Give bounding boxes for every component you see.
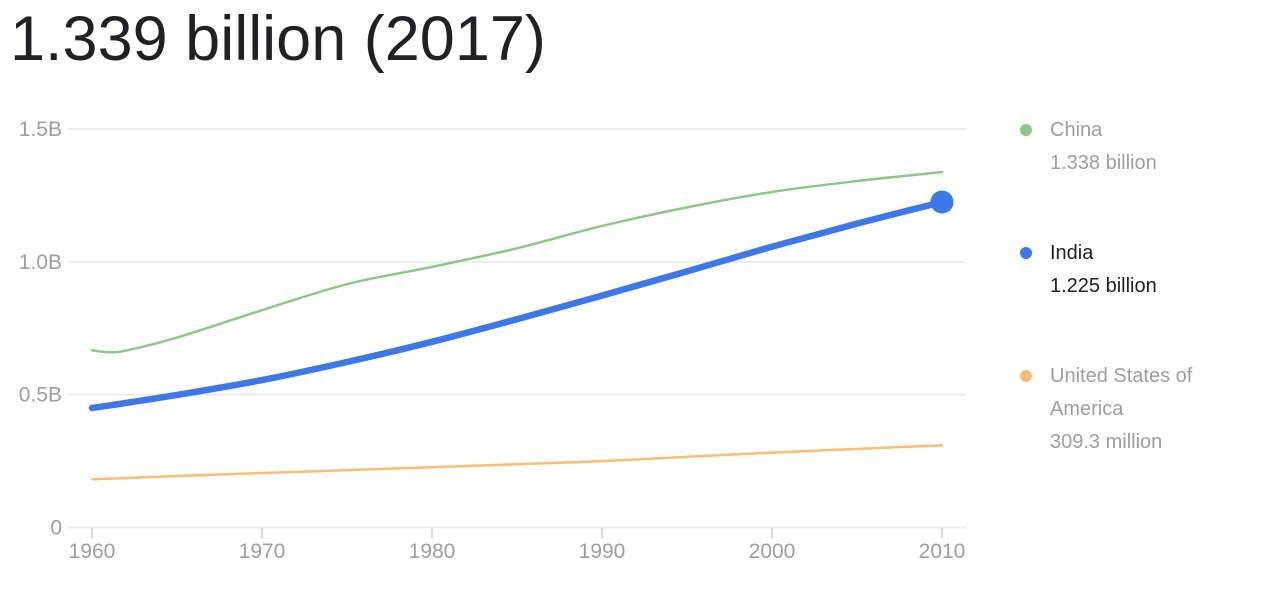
- legend-label-india: India: [1050, 242, 1094, 264]
- x-axis-label-1990: 1990: [579, 540, 626, 563]
- y-axis-label-0: 0: [50, 517, 62, 540]
- y-axis-label-1.0B: 1.0B: [19, 251, 62, 274]
- series-line-united-states-of-america[interactable]: [90, 444, 944, 481]
- legend-item-china[interactable]: China 1.338 billion: [1020, 114, 1255, 180]
- chart-title: 1.339 billion (2017): [10, 4, 546, 74]
- chart-legend: China 1.338 billion India 1.225 billion …: [1020, 114, 1255, 516]
- series-line-india[interactable]: [88, 198, 946, 412]
- legend-label-china: China: [1050, 119, 1103, 141]
- y-axis-label-1.5B: 1.5B: [19, 118, 62, 141]
- legend-label-united-states: United States of America: [1050, 365, 1193, 420]
- x-axis-label-1960: 1960: [69, 540, 116, 563]
- x-axis-label-2000: 2000: [749, 540, 796, 563]
- legend-item-india[interactable]: India 1.225 billion: [1020, 237, 1255, 303]
- y-axis-label-0.5B: 0.5B: [19, 384, 62, 407]
- legend-dot-united-states-icon: [1020, 370, 1032, 382]
- legend-dot-china-icon: [1020, 124, 1032, 136]
- x-axis-label-1980: 1980: [409, 540, 456, 563]
- series-line-china[interactable]: [90, 170, 944, 354]
- legend-item-united-states[interactable]: United States of America 309.3 million: [1020, 360, 1255, 459]
- x-axis-label-1970: 1970: [239, 540, 286, 563]
- series-end-dot-india[interactable]: [930, 190, 954, 214]
- legend-dot-india-icon: [1020, 247, 1032, 259]
- x-axis-label-2010: 2010: [919, 540, 966, 563]
- legend-value-china: 1.338 billion: [1050, 152, 1157, 174]
- legend-value-india: 1.225 billion: [1050, 275, 1157, 297]
- line-chart-canvas[interactable]: 0 0.5B 1.0B 1.5B 1960 1970 1980 1990 2000 2010: [0, 0, 1000, 593]
- legend-value-united-states: 309.3 million: [1050, 431, 1163, 453]
